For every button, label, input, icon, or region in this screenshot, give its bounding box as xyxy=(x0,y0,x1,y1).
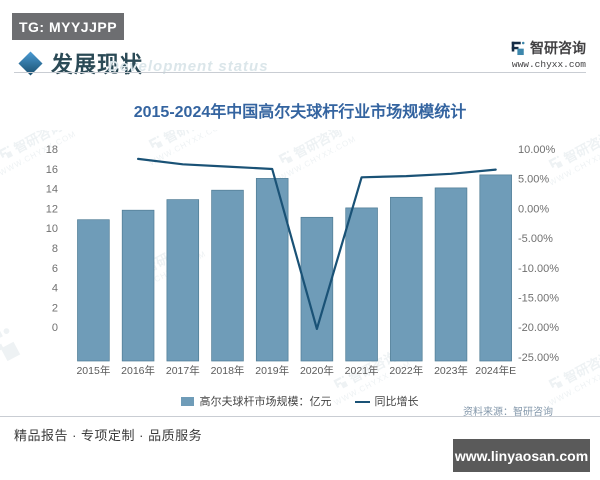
svg-text:12: 12 xyxy=(46,203,58,215)
svg-text:2: 2 xyxy=(52,302,58,314)
svg-text:2016年: 2016年 xyxy=(121,364,155,377)
svg-text:14: 14 xyxy=(46,184,58,196)
svg-text:-15.00%: -15.00% xyxy=(518,293,559,305)
svg-text:-10.00%: -10.00% xyxy=(518,263,559,275)
svg-text:2021年: 2021年 xyxy=(345,364,379,377)
svg-text:2023年: 2023年 xyxy=(434,364,468,377)
svg-text:16: 16 xyxy=(46,164,58,176)
svg-text:2015年: 2015年 xyxy=(76,364,110,377)
svg-text:5.00%: 5.00% xyxy=(518,174,549,186)
svg-text:10: 10 xyxy=(46,223,58,235)
svg-text:2018年: 2018年 xyxy=(211,364,245,377)
svg-text:2020年: 2020年 xyxy=(300,364,334,377)
svg-text:2017年: 2017年 xyxy=(166,364,200,377)
svg-text:2019年: 2019年 xyxy=(255,364,289,377)
svg-text:-5.00%: -5.00% xyxy=(518,233,553,245)
svg-text:0.00%: 0.00% xyxy=(518,203,549,215)
svg-text:4: 4 xyxy=(52,283,58,295)
svg-text:2022年: 2022年 xyxy=(389,364,423,377)
svg-text:-25.00%: -25.00% xyxy=(518,352,559,364)
svg-text:-20.00%: -20.00% xyxy=(518,322,559,334)
svg-text:10.00%: 10.00% xyxy=(518,144,556,156)
svg-text:8: 8 xyxy=(52,243,58,255)
svg-text:2024年E: 2024年E xyxy=(475,364,516,377)
svg-text:18: 18 xyxy=(46,144,58,156)
svg-text:0: 0 xyxy=(52,322,58,334)
svg-text:6: 6 xyxy=(52,263,58,275)
